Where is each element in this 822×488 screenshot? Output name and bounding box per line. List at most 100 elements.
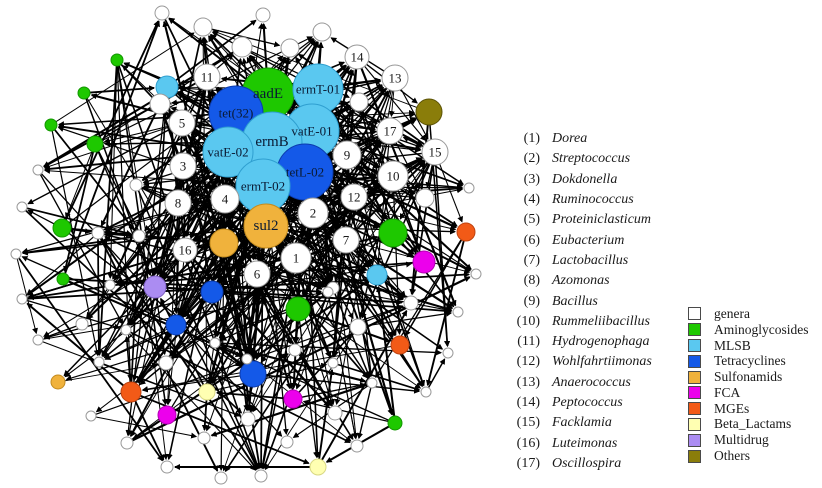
- network-edge: [219, 343, 367, 383]
- genera-item-number: (1): [523, 131, 540, 147]
- node-Tetracyclines: [200, 280, 224, 304]
- genus-node-number: 12: [348, 190, 361, 205]
- legend-swatch-Beta_Lactams: [688, 417, 701, 431]
- network-edge: [100, 237, 258, 471]
- node-genus-5: [168, 109, 196, 137]
- genera-list-item: (6) Eubacterium: [506, 230, 652, 250]
- node-Aminoglycosides: [44, 118, 58, 132]
- network-edge: [40, 173, 283, 437]
- node-genera: [32, 334, 44, 346]
- node-genus-3: [169, 152, 197, 180]
- network-edge: [26, 271, 470, 300]
- node-FCA: [157, 405, 177, 425]
- genera-item-name: Azomonas: [552, 273, 610, 289]
- node-genera: [470, 268, 482, 280]
- node-MGEs: [456, 222, 476, 242]
- genera-item-name: Wohlfahrtiimonas: [552, 354, 652, 370]
- network-edge: [156, 89, 205, 276]
- genera-item-name: Hydrogenophaga: [552, 334, 650, 350]
- gene-node-label: vatE-02: [207, 145, 248, 160]
- genera-item-number: (7): [523, 252, 540, 268]
- node-genera: [75, 317, 89, 331]
- network-edge: [95, 416, 198, 439]
- node-genera: [120, 436, 134, 450]
- network-edge: [264, 333, 354, 471]
- node-Aminoglycosides: [378, 218, 408, 248]
- network-edge: [218, 140, 383, 339]
- node-FCA: [412, 250, 436, 274]
- node-genera: [463, 182, 475, 194]
- network-edge: [42, 290, 323, 340]
- network-edge: [51, 130, 100, 357]
- legend-label: MGEs: [714, 400, 750, 416]
- network-edge: [318, 368, 335, 460]
- network-edge: [125, 97, 167, 437]
- genera-list-item: (7) Lactobacillus: [506, 251, 652, 271]
- network-edge: [402, 136, 424, 148]
- legend-label: Tetracyclines: [714, 353, 786, 369]
- node-Beta_Lactams: [198, 383, 216, 401]
- network-edge: [104, 235, 203, 288]
- genus-node-number: 4: [222, 192, 229, 207]
- network-edge: [357, 387, 372, 440]
- network-edge: [262, 296, 328, 470]
- network-edge: [162, 20, 251, 362]
- network-edge: [43, 325, 77, 339]
- node-MLSB: [366, 264, 388, 286]
- network-edge: [97, 150, 259, 470]
- genera-item-number: (11): [517, 334, 540, 350]
- network-edge: [303, 208, 350, 298]
- network-edge: [184, 329, 242, 367]
- genera-item-name: Lactobacillus: [552, 252, 629, 268]
- network-edge: [286, 215, 298, 222]
- node-Tetracyclines: [165, 314, 187, 336]
- genera-item-name: Peptococcus: [552, 395, 623, 410]
- genera-item-number: (2): [523, 151, 540, 167]
- legend-item: Sulfonamids: [688, 369, 809, 385]
- network-edge: [263, 353, 289, 369]
- legend-item: MGEs: [688, 401, 809, 417]
- genera-list-item: (2) Streptococcus: [506, 149, 652, 169]
- genus-node-number: 10: [387, 169, 400, 184]
- genera-list-item: (11) Hydrogenophaga: [506, 332, 652, 352]
- network-edge: [180, 255, 217, 317]
- genera-item-name: Luteimonas: [552, 435, 618, 451]
- node-genus-16: [172, 237, 198, 263]
- network-edge: [43, 126, 170, 170]
- node-genera: [442, 347, 454, 359]
- network-edge: [364, 65, 427, 142]
- gene-node-label: ermB: [255, 134, 288, 150]
- node-genera: [280, 435, 294, 449]
- node-genera: [32, 164, 44, 176]
- node-genera: [160, 460, 174, 474]
- genera-item-name: Rummeliibacillus: [552, 313, 650, 329]
- genera-item-name: Dorea: [552, 131, 588, 147]
- genera-list-item: (17) Oscillospira: [506, 454, 652, 474]
- node-genera: [129, 178, 143, 192]
- genus-node-number: 6: [254, 267, 261, 282]
- genera-list-item: (15) Facklamia: [506, 413, 652, 433]
- node-genera: [280, 38, 300, 58]
- genus-node-number: 17: [384, 124, 398, 139]
- network-edge: [298, 320, 320, 459]
- network-edge: [293, 227, 312, 344]
- node-Aminoglycosides: [77, 86, 91, 100]
- node-genera: [16, 293, 28, 305]
- node-layer: [10, 5, 482, 485]
- gene-node-label: aadE: [253, 86, 283, 102]
- node-genus-4: [210, 184, 240, 214]
- node-genera: [240, 411, 256, 427]
- genera-item-number: (5): [523, 212, 540, 228]
- network-edge: [173, 215, 180, 314]
- node-genera: [366, 377, 378, 389]
- genera-item-name: Ruminococcus: [552, 192, 634, 208]
- legend-swatch-Others: [688, 449, 701, 463]
- network-edge: [261, 187, 385, 363]
- genera-item-number: (6): [523, 232, 540, 248]
- network-edge: [219, 346, 244, 367]
- genera-item-number: (9): [523, 293, 540, 309]
- network-edge: [302, 399, 389, 422]
- node-genera: [158, 355, 174, 371]
- genera-item-name: Oscillospira: [552, 455, 622, 471]
- network-edge: [153, 97, 168, 275]
